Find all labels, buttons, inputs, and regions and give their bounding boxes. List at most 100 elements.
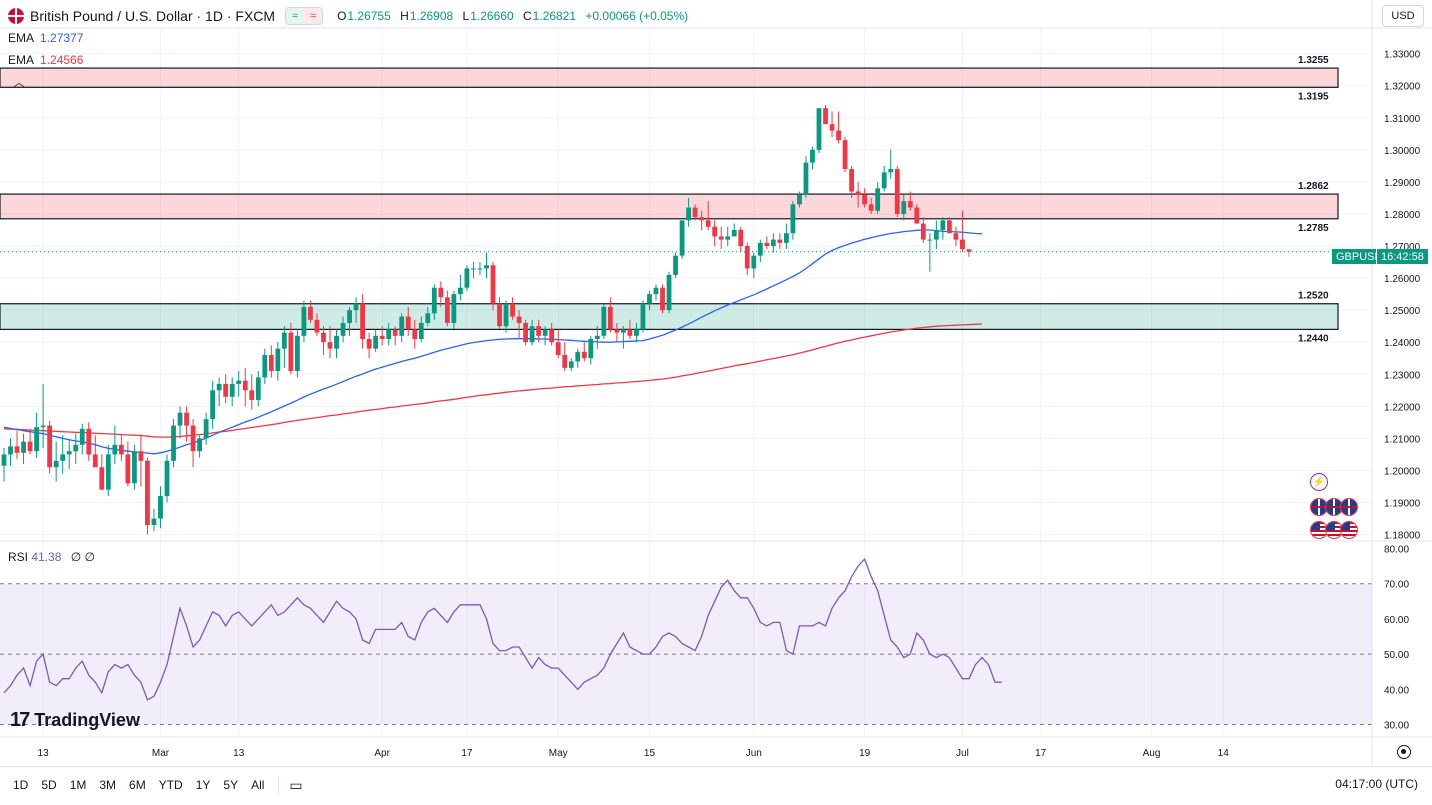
utc-clock[interactable]: 04:17:00 (UTC) bbox=[1335, 777, 1418, 791]
settings-icon[interactable] bbox=[1397, 745, 1411, 759]
candle-body bbox=[197, 438, 202, 452]
candle bbox=[425, 306, 431, 327]
uk-event-icon[interactable] bbox=[1340, 498, 1358, 516]
timeframe-3m[interactable]: 3M bbox=[99, 778, 117, 792]
timeframe-5y[interactable]: 5Y bbox=[223, 778, 239, 792]
time-tick-label: Aug bbox=[1143, 748, 1161, 759]
candle-body bbox=[797, 194, 802, 205]
time-tick-label: 14 bbox=[1218, 748, 1230, 759]
candle bbox=[914, 204, 920, 224]
green-pill-icon[interactable]: ≈ bbox=[286, 8, 305, 24]
candle bbox=[216, 377, 222, 407]
symbol-title[interactable]: British Pound / U.S. Dollar · 1D · FXCM bbox=[30, 8, 276, 24]
candle-body bbox=[353, 303, 359, 311]
candle bbox=[614, 322, 620, 343]
currency-button[interactable]: USD bbox=[1382, 5, 1424, 27]
candle bbox=[692, 204, 698, 221]
candle-body bbox=[151, 518, 157, 525]
candle-body bbox=[60, 454, 66, 461]
ema-fast-label: EMA bbox=[8, 31, 35, 45]
candle-body bbox=[516, 316, 522, 323]
candle-body bbox=[901, 201, 907, 214]
candle-body bbox=[47, 425, 53, 468]
candle-body bbox=[347, 310, 352, 323]
candle bbox=[797, 191, 802, 208]
us-event-icon[interactable] bbox=[1340, 521, 1358, 539]
price-tick-label: 1.20000 bbox=[1384, 466, 1421, 477]
candle bbox=[451, 290, 457, 330]
candle bbox=[47, 420, 53, 474]
candle-body bbox=[686, 207, 691, 221]
candle bbox=[836, 111, 841, 144]
time-tick-label: May bbox=[549, 748, 568, 759]
rsi-pane bbox=[0, 557, 1372, 725]
rsi-legend[interactable]: RSI 41.38 ∅ ∅ bbox=[8, 550, 95, 564]
timeframe-ytd[interactable]: YTD bbox=[158, 778, 183, 792]
candle-body bbox=[40, 425, 46, 428]
candle-body bbox=[568, 361, 574, 368]
candle-body bbox=[405, 316, 411, 330]
price-tick-label: 1.31000 bbox=[1384, 114, 1421, 125]
candle bbox=[392, 326, 398, 346]
candle-body bbox=[607, 306, 613, 330]
candle bbox=[536, 319, 542, 343]
candle bbox=[484, 252, 489, 279]
indicator-pills[interactable]: ≈ ≈ bbox=[285, 7, 324, 25]
timeframe-1d[interactable]: 1D bbox=[13, 778, 29, 792]
candle-body bbox=[953, 233, 959, 240]
timeframe-1m[interactable]: 1M bbox=[69, 778, 87, 792]
candle bbox=[607, 297, 613, 333]
rsi-tick-label: 60.00 bbox=[1384, 615, 1409, 626]
candle-body bbox=[920, 223, 926, 240]
candle bbox=[960, 210, 965, 253]
timeframe-5d[interactable]: 5D bbox=[41, 778, 57, 792]
candle bbox=[444, 290, 450, 327]
candle-body bbox=[132, 451, 137, 484]
candle bbox=[731, 223, 737, 237]
red-pill-icon[interactable]: ≈ bbox=[304, 8, 323, 24]
candle-body bbox=[458, 287, 463, 295]
candle-body bbox=[125, 454, 131, 484]
candle-body bbox=[751, 255, 757, 269]
timeframe-all[interactable]: All bbox=[251, 778, 265, 792]
price-tick-label: 1.33000 bbox=[1384, 50, 1421, 61]
candle-body bbox=[536, 326, 542, 336]
toolbar-divider bbox=[278, 776, 280, 794]
candle bbox=[223, 374, 229, 404]
candle bbox=[158, 486, 163, 529]
candle bbox=[321, 326, 326, 356]
low-label: L bbox=[462, 9, 470, 23]
price-tick-label: 1.23000 bbox=[1384, 370, 1421, 381]
candle bbox=[920, 217, 926, 243]
chevron-up-icon[interactable]: ︿ bbox=[13, 77, 25, 89]
candle-body bbox=[471, 268, 476, 270]
candle bbox=[647, 290, 652, 311]
timeframe-6m[interactable]: 6M bbox=[129, 778, 146, 792]
price-tick-label: 1.29000 bbox=[1384, 178, 1421, 189]
candle-body bbox=[888, 169, 894, 173]
candle-body bbox=[875, 188, 881, 211]
candle-body bbox=[373, 335, 379, 349]
ema-slow-legend[interactable]: EMA 1.24566 bbox=[8, 53, 83, 67]
candle-body bbox=[562, 355, 568, 368]
rsi-line bbox=[3, 557, 1002, 701]
tradingview-logo-text: TradingView bbox=[34, 710, 140, 730]
timeframe-1y[interactable]: 1Y bbox=[195, 778, 211, 792]
candle-body bbox=[262, 355, 268, 378]
candle bbox=[405, 306, 411, 336]
candle-body bbox=[692, 207, 698, 218]
candle bbox=[790, 201, 796, 240]
candle bbox=[940, 217, 946, 240]
chart-canvas[interactable]: 1.3255 1.3195 1.2862 1.2785 1.2520 1.2440 1.3… bbox=[0, 0, 1432, 765]
candle-body bbox=[966, 249, 972, 252]
calendar-icon[interactable]: ▭ bbox=[289, 776, 303, 793]
lightning-icon[interactable]: ⚡ bbox=[1310, 473, 1328, 491]
candle bbox=[334, 329, 339, 359]
candle-body bbox=[849, 169, 854, 192]
candle bbox=[751, 252, 757, 279]
candle bbox=[14, 430, 20, 460]
rsi-band-fill bbox=[0, 583, 1372, 725]
ema-fast-legend[interactable]: EMA 1.27377 bbox=[8, 31, 83, 45]
candle bbox=[875, 181, 881, 214]
candle-body bbox=[640, 303, 646, 330]
